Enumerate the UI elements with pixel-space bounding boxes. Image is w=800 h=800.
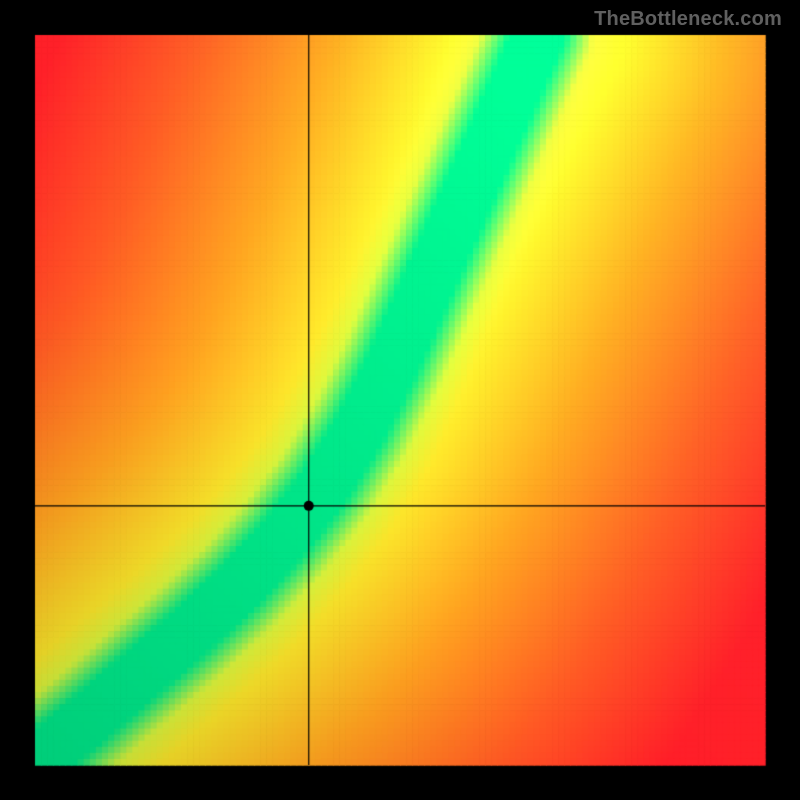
watermark-text: TheBottleneck.com bbox=[594, 8, 782, 31]
chart-container: TheBottleneck.com bbox=[0, 0, 800, 800]
heatmap-canvas bbox=[0, 0, 800, 800]
